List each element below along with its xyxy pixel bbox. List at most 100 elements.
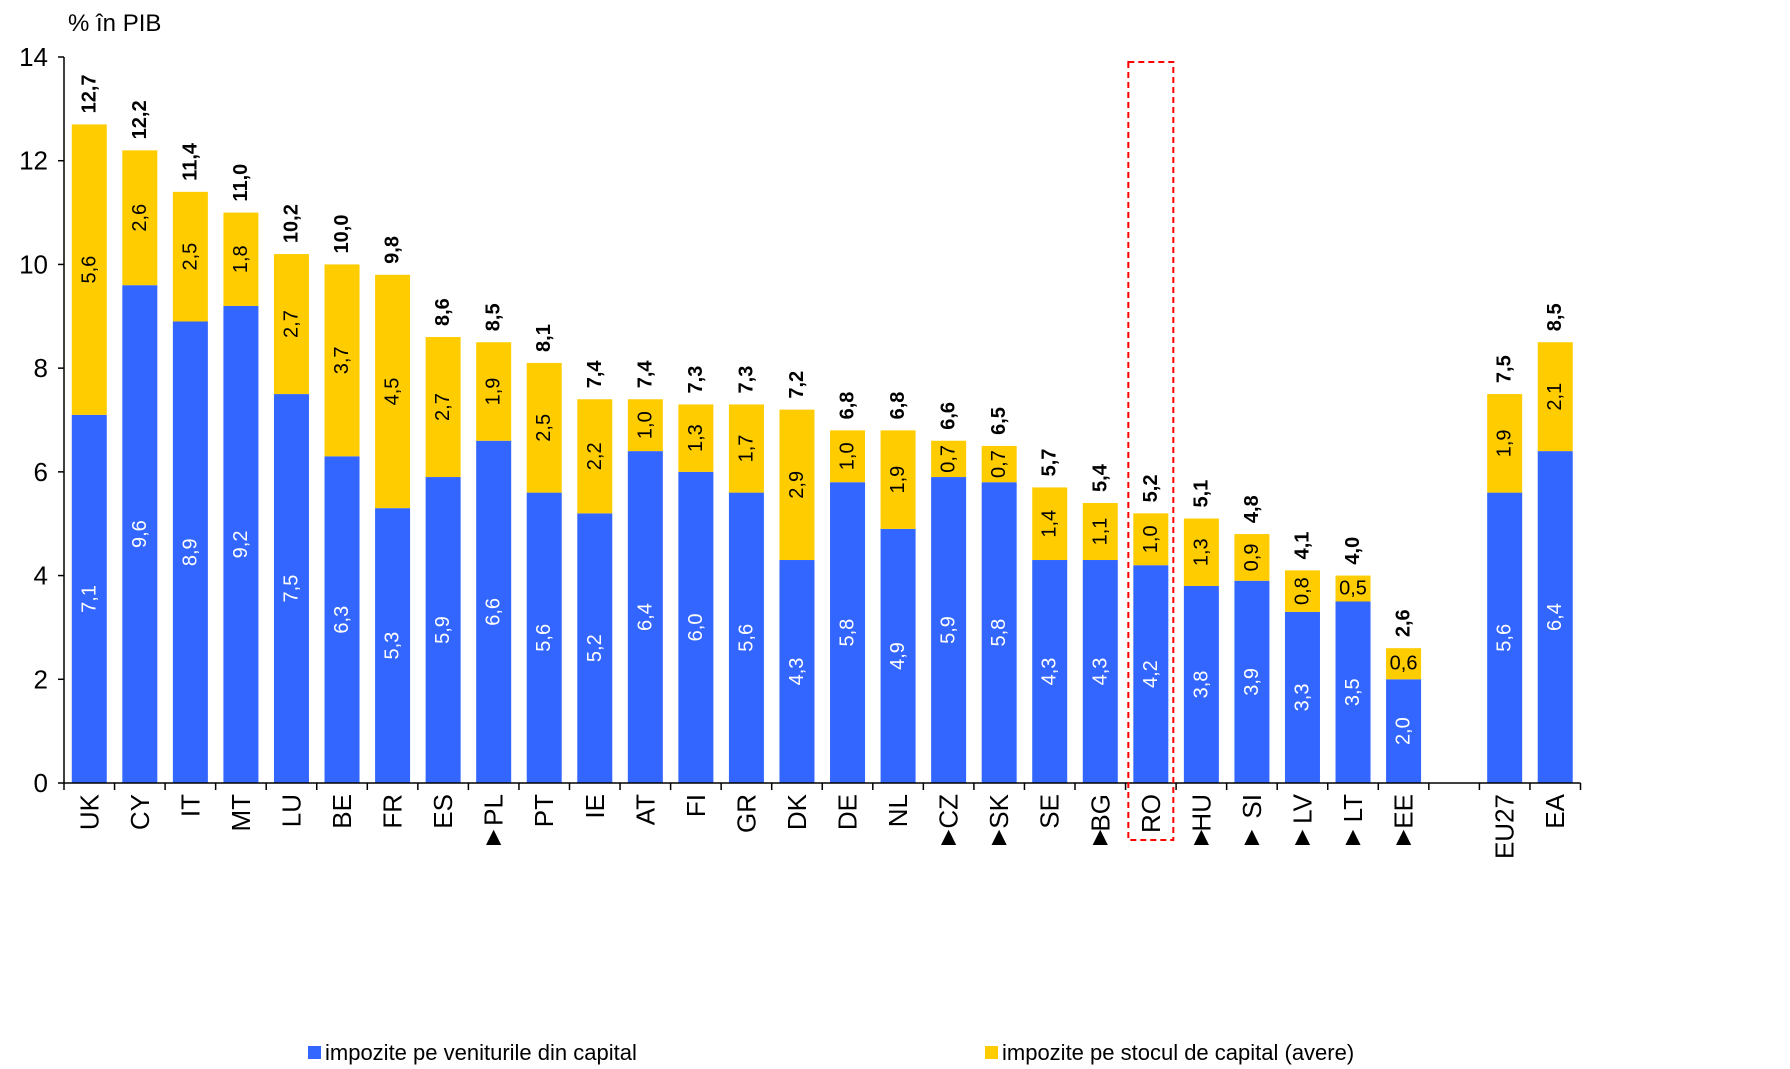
bar-value-label-series-2-se: 1,4 [1039,510,1061,538]
bar-segment-series-2-lu [273,254,309,395]
bar-total-label-pl: 8,5 [483,303,505,331]
category-label-fr: FR [378,794,408,829]
bar-segment-series-1-nl [880,528,916,783]
bar-value-label-series-2-sk: 0,7 [988,450,1010,478]
bar-value-label-series-1-uk: 7,1 [78,585,100,613]
bar-value-label-series-1-be: 6,3 [331,606,353,634]
bar-total-label-eu27: 7,5 [1494,355,1516,383]
category-label-cy: CY [125,794,155,830]
bar-total-label-lu: 10,2 [280,204,302,243]
category-label-de: DE [833,794,863,830]
category-label-lu: LU [276,794,306,827]
bar-value-label-series-1-sk: 5,8 [988,619,1010,647]
bar-value-label-series-1-de: 5,8 [837,619,859,647]
bar-segment-series-2-uk [71,124,107,415]
y-tick-label: 14 [19,42,48,72]
bar-segment-series-1-dk [779,560,815,783]
bar-segment-series-2-bg [1082,502,1118,561]
bar-total-label-nl: 6,8 [887,392,909,420]
bar-segment-series-2-ee [1386,648,1422,680]
category-label-sk: SK [984,793,1014,828]
category-label-ie: IE [580,794,610,819]
triangle-marker-lv: ▲ [1290,821,1316,851]
legend-label-capital-stock: impozite pe stocul de capital (avere) [1002,1040,1354,1065]
bar-total-label-mt: 11,0 [230,164,252,202]
bar-segment-series-1-sk [981,482,1017,783]
bar-value-label-series-2-pl: 1,9 [483,378,505,406]
bar-total-label-pt: 8,1 [533,324,555,352]
triangle-marker-pl: ▲ [481,821,507,851]
category-label-ee: EE [1389,794,1419,829]
bar-value-label-series-1-ea: 6,4 [1544,603,1566,631]
bar-value-label-series-1-hu: 3,8 [1190,671,1212,699]
bar-value-label-series-1-fi: 6,0 [685,614,707,642]
bar-segment-series-1-es [425,477,461,783]
bar-total-label-de: 6,8 [837,392,859,420]
bar-value-label-series-1-cz: 5,9 [938,616,960,644]
bar-total-label-fi: 7,3 [685,366,707,394]
bar-total-label-at: 7,4 [634,360,656,389]
bar-value-label-series-1-ro: 4,2 [1140,660,1162,688]
bar-total-label-dk: 7,2 [786,371,808,399]
bar-segment-series-2-cy [122,150,158,286]
bar-segment-series-1-hu [1183,585,1219,783]
bar-value-label-series-2-ie: 2,2 [584,442,606,470]
bar-value-label-series-2-si: 0,9 [1241,544,1263,572]
bar-value-label-series-2-dk: 2,9 [786,471,808,499]
bar-value-label-series-2-fi: 1,3 [685,424,707,452]
bar-segment-series-2-be [324,264,360,457]
bar-total-label-lt: 4,0 [1342,537,1364,565]
y-tick-label: 10 [19,249,48,279]
bar-segment-series-1-cy [122,285,158,783]
bar-total-label-gr: 7,3 [735,366,757,394]
bar-total-label-uk: 12,7 [78,74,100,113]
bar-value-label-series-2-nl: 1,9 [887,466,909,494]
bar-segment-series-2-dk [779,409,815,561]
y-tick-label: 0 [34,768,48,798]
bar-segment-series-1-eu27 [1487,492,1523,783]
bar-segment-series-2-nl [880,430,916,529]
category-label-at: AT [630,794,660,825]
legend-swatch-capital-income [308,1046,321,1059]
bar-value-label-series-2-es: 2,7 [432,393,454,421]
bar-total-label-it: 11,4 [179,142,201,181]
legend-swatch-capital-stock [985,1046,998,1059]
bar-segment-series-2-mt [223,212,259,306]
bar-segment-series-1-pt [526,492,562,783]
triangle-marker-hu: ▲ [1189,821,1215,851]
bar-value-label-series-2-gr: 1,7 [735,435,757,463]
bar-segment-series-2-at [627,399,663,452]
category-label-lt: LT [1338,794,1368,823]
bar-segment-series-2-se [1032,487,1068,561]
category-label-fi: FI [681,794,711,817]
bar-value-label-series-2-de: 1,0 [837,442,859,470]
y-axis-title: % în PIB [68,10,161,37]
category-label-uk: UK [74,793,104,830]
bar-total-label-be: 10,0 [331,214,353,253]
category-label-si: SI [1237,794,1267,819]
bar-value-label-series-2-lt: 0,5 [1339,578,1367,600]
bar-value-label-series-1-bg: 4,3 [1089,658,1111,686]
bar-value-label-series-1-lu: 7,5 [280,575,302,603]
triangle-marker-lt: ▲ [1340,821,1366,851]
y-tick-label: 8 [34,353,48,383]
bar-segment-series-2-eu27 [1487,394,1523,493]
category-label-hu: HU [1186,794,1216,832]
bar-value-label-series-2-ro: 1,0 [1140,525,1162,553]
bar-segment-series-1-it [172,321,208,783]
triangle-marker-si: ▲ [1239,821,1265,851]
y-tick-label: 2 [34,664,48,694]
bar-segment-series-2-sk [981,445,1017,483]
category-label-lv: LV [1287,793,1317,824]
y-tick-label: 4 [34,561,48,591]
x-axis: UK CY IT MT LU BE FR ES PL▲PT IE AT FI GR DK DE NL CZ▲SK… [63,782,1582,859]
bar-total-label-bg: 5,4 [1089,463,1111,492]
bar-value-label-series-1-eu27: 5,6 [1494,624,1516,652]
bar-segment-series-2-hu [1183,518,1219,586]
bar-segment-series-1-bg [1082,560,1118,783]
bar-value-label-series-1-dk: 4,3 [786,658,808,686]
bar-total-label-ro: 5,2 [1140,475,1162,503]
bar-total-label-sk: 6,5 [988,407,1010,435]
bar-value-label-series-1-si: 3,9 [1241,668,1263,696]
